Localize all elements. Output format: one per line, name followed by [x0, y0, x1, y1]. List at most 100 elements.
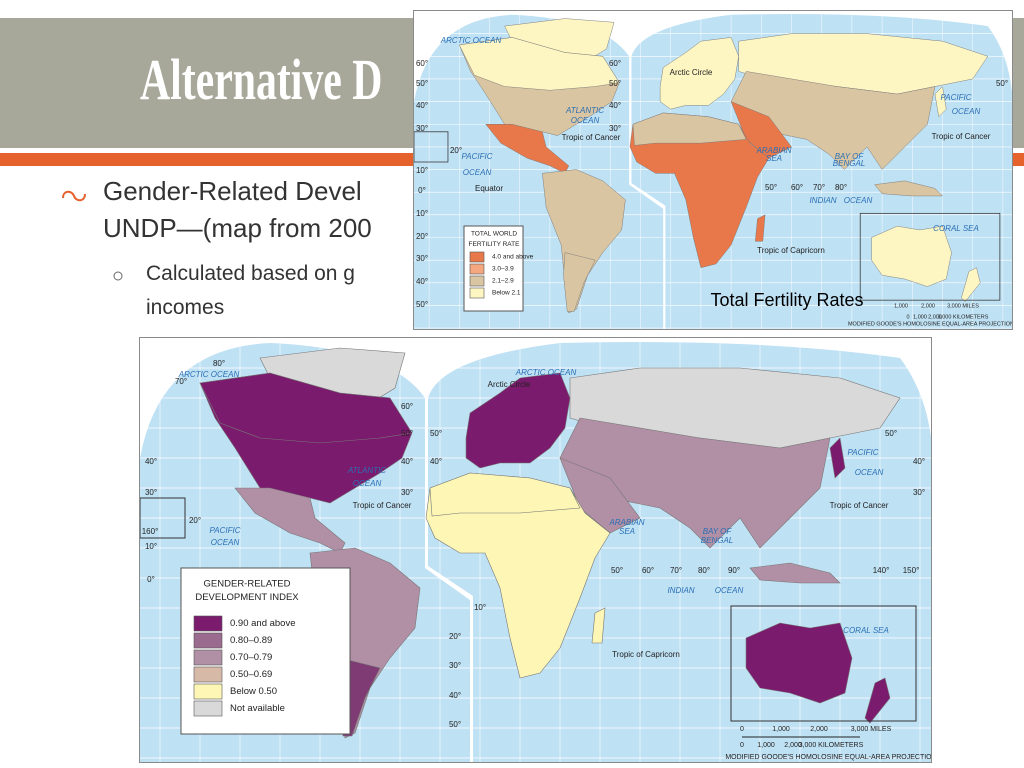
legend-label: 2.1–2.9 — [492, 278, 514, 285]
legend-title: GENDER-RELATED — [204, 579, 291, 590]
map-label: 50° — [611, 566, 623, 575]
scale-label: 3,000 MILES — [947, 303, 979, 309]
map-label: 50° — [765, 183, 777, 192]
map-label: 70° — [670, 566, 682, 575]
legend-swatch — [469, 275, 485, 287]
map-label: OCEAN — [463, 168, 492, 177]
north-africa — [632, 112, 747, 146]
map-label: 140° — [873, 566, 890, 575]
map-label: 60° — [401, 402, 413, 411]
map-label: 20° — [450, 146, 462, 155]
map-label: 40° — [609, 101, 621, 110]
canada — [458, 37, 620, 91]
map-label: 10° — [416, 166, 428, 175]
map-label: 40° — [416, 277, 428, 286]
map-label: 50° — [996, 79, 1008, 88]
projection-note: MODIFIED GOODE'S HOMOLOSINE EQUAL-AREA P… — [848, 321, 1013, 327]
japan — [829, 437, 846, 479]
inset-frame — [859, 212, 1001, 301]
map-label: OCEAN — [211, 538, 240, 547]
legend-swatch — [193, 683, 223, 700]
new-zealand — [961, 267, 981, 303]
map-label: 20° — [416, 232, 428, 241]
map-label: 30° — [449, 661, 461, 670]
scale-label: 2,000 — [784, 742, 802, 749]
map-label: Tropic of Capricorn — [612, 650, 680, 659]
scale-label: 0 — [740, 726, 744, 733]
scale-label: 3,000 KILOMETERS — [799, 742, 864, 749]
map-label: INDIAN — [667, 586, 694, 595]
map-label: SEA — [766, 154, 782, 163]
map-label: PACIFIC — [462, 152, 493, 161]
sub-bullet-text: incomes — [146, 296, 225, 319]
map-label: 40° — [401, 457, 413, 466]
map-label: 30° — [609, 124, 621, 133]
slide-title: Alternative D — [140, 47, 383, 112]
map-label: Tropic of Cancer — [353, 501, 412, 510]
map-label: 0° — [418, 186, 426, 195]
map-label: BAY OF — [703, 527, 733, 536]
australia — [871, 225, 952, 287]
scale-label: 1,000 — [894, 303, 908, 309]
map-label: OCEAN — [952, 107, 981, 116]
map-label: BENGAL — [701, 536, 733, 545]
gdi-map: ARCTIC OCEAN ARCTIC OCEAN Arctic Circle ATL… — [139, 337, 932, 763]
map-label: 10° — [416, 209, 428, 218]
map-label: Tropic of Capricorn — [757, 246, 825, 255]
map-label: 80° — [835, 183, 847, 192]
map-label: 40° — [430, 457, 442, 466]
legend-swatch — [193, 632, 223, 649]
map-label: Arctic Circle — [488, 380, 531, 389]
map-label: 20° — [189, 516, 201, 525]
scale-label: 3,000 KILOMETERS — [938, 314, 989, 320]
map-label: 20° — [449, 632, 461, 641]
legend-label: Not available — [230, 703, 285, 714]
map-label: 50° — [416, 79, 428, 88]
scale-label: 1,000 — [772, 726, 790, 733]
scale-label: 0 — [740, 742, 744, 749]
legend-swatch — [193, 666, 223, 683]
map-label: 50° — [430, 429, 442, 438]
scale-label: 1,000 — [757, 742, 775, 749]
legend-label: 0.90 and above — [230, 618, 296, 629]
map-label: OCEAN — [353, 479, 382, 488]
scale-label: 2,000 — [921, 303, 935, 309]
scale-label: 2,000 — [810, 726, 828, 733]
map-label: 60° — [416, 59, 428, 68]
map-label: 0° — [147, 575, 155, 584]
map-label: Tropic of Cancer — [830, 501, 889, 510]
map-label: ARCTIC OCEAN — [440, 36, 502, 45]
legend-title: DEVELOPMENT INDEX — [195, 592, 299, 603]
map-label: ATLANTIC — [565, 106, 604, 115]
sub-bullet-text: Calculated based on g — [146, 262, 355, 285]
map-label: 40° — [145, 457, 157, 466]
legend-label: 0.50–0.69 — [230, 669, 272, 680]
map-label: ARABIAN — [608, 518, 644, 527]
map-label: 30° — [145, 488, 157, 497]
map-label: BENGAL — [833, 159, 865, 168]
map-label: 70° — [175, 377, 187, 386]
map-label: 30° — [416, 254, 428, 263]
indonesia — [874, 180, 944, 197]
southern-cone — [563, 252, 596, 312]
scale-label: 0 — [906, 314, 909, 320]
map-label: 50° — [609, 79, 621, 88]
map-label: ARCTIC OCEAN — [515, 368, 577, 377]
bullet-text: Gender-Related Devel — [103, 176, 362, 206]
map-label: 60° — [609, 59, 621, 68]
map-label: ATLANTIC — [347, 466, 386, 475]
legend-title: TOTAL WORLD — [471, 231, 517, 238]
map-label: CORAL SEA — [843, 626, 889, 635]
map-label: 70° — [813, 183, 825, 192]
map-label: 60° — [791, 183, 803, 192]
map-label: Tropic of Cancer — [932, 132, 991, 141]
new-zealand — [864, 677, 891, 724]
scale-label: 3,000 MILES — [851, 726, 892, 733]
map-label: INDIAN — [809, 196, 836, 205]
legend-swatch — [469, 287, 485, 299]
map-label: 30° — [416, 124, 428, 133]
indonesia — [749, 562, 841, 584]
sub-bullet-icon — [113, 271, 123, 281]
canada — [199, 372, 413, 444]
